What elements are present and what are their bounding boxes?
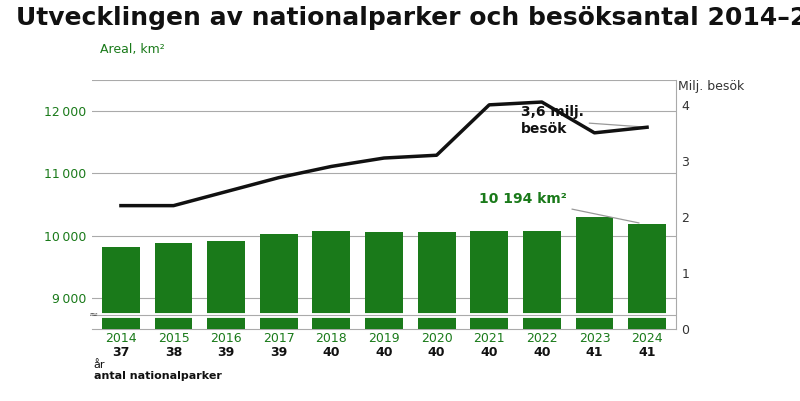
Bar bbox=[470, 318, 508, 329]
Bar bbox=[260, 234, 298, 329]
Bar bbox=[523, 231, 561, 329]
Text: antal nationalparker: antal nationalparker bbox=[94, 371, 222, 381]
Text: år: år bbox=[94, 360, 105, 370]
Bar bbox=[628, 318, 666, 329]
Bar bbox=[575, 217, 614, 329]
Text: 3,6 milj.
besök: 3,6 milj. besök bbox=[521, 105, 644, 136]
Bar bbox=[313, 318, 350, 329]
Text: Milj. besök: Milj. besök bbox=[678, 80, 744, 93]
Bar bbox=[628, 223, 666, 329]
Bar bbox=[102, 318, 140, 329]
Text: ≈: ≈ bbox=[88, 310, 98, 320]
Text: 40: 40 bbox=[322, 346, 340, 359]
Text: 39: 39 bbox=[270, 346, 287, 359]
Text: 40: 40 bbox=[481, 346, 498, 359]
Bar bbox=[154, 318, 193, 329]
Text: Areal, km²: Areal, km² bbox=[100, 43, 165, 56]
Bar bbox=[260, 318, 298, 329]
Text: 41: 41 bbox=[638, 346, 656, 359]
Bar bbox=[575, 318, 614, 329]
Text: 37: 37 bbox=[112, 346, 130, 359]
Bar bbox=[207, 241, 245, 329]
Bar bbox=[365, 232, 403, 329]
Text: 39: 39 bbox=[218, 346, 234, 359]
Text: 40: 40 bbox=[375, 346, 393, 359]
Bar bbox=[154, 243, 193, 329]
Bar bbox=[523, 318, 561, 329]
Bar bbox=[207, 318, 245, 329]
Text: 38: 38 bbox=[165, 346, 182, 359]
Text: Utvecklingen av nationalparker och besöksantal 2014–2024: Utvecklingen av nationalparker och besök… bbox=[16, 6, 800, 30]
Bar bbox=[470, 231, 508, 329]
Bar bbox=[313, 231, 350, 329]
Bar bbox=[418, 318, 455, 329]
Bar bbox=[102, 247, 140, 329]
Text: 41: 41 bbox=[586, 346, 603, 359]
Bar bbox=[365, 318, 403, 329]
Bar bbox=[418, 232, 455, 329]
Text: 40: 40 bbox=[533, 346, 550, 359]
Text: 40: 40 bbox=[428, 346, 446, 359]
Text: 10 194 km²: 10 194 km² bbox=[478, 192, 639, 223]
